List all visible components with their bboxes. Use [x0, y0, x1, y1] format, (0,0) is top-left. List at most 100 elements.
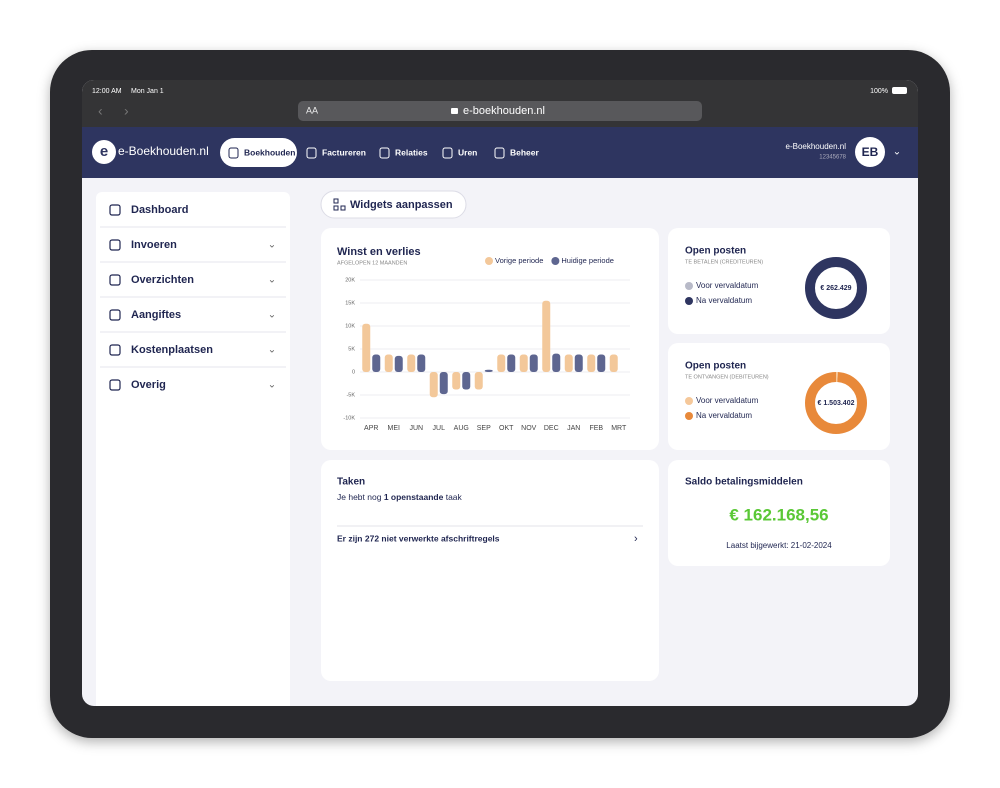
y-tick-label: -5K [346, 392, 355, 398]
nav-item[interactable]: Factureren [322, 147, 366, 157]
widgets-button-label: Widgets aanpassen [350, 199, 453, 211]
bar [474, 372, 483, 390]
legend-swatch [685, 282, 693, 290]
widgets-icon [333, 205, 339, 211]
y-tick-label: 15K [345, 300, 355, 306]
x-tick-label: FEB [589, 425, 603, 432]
y-tick-label: 20K [345, 277, 355, 283]
widgets-icon [340, 205, 346, 211]
avatar[interactable] [855, 137, 885, 167]
bar [519, 354, 528, 372]
nav-item[interactable]: Relaties [395, 147, 428, 157]
summary-text: taak [446, 492, 463, 502]
bar [394, 355, 403, 372]
sidebar-icon [109, 344, 121, 356]
tasks-card [321, 460, 659, 681]
nav-item[interactable]: Beheer [510, 147, 540, 157]
sidebar-chevron: ⌄ [268, 380, 276, 391]
chart-subtitle: AFGELOPEN 12 MAANDEN [337, 260, 407, 266]
nav-item[interactable]: Boekhouden [244, 147, 295, 157]
nav-icon [228, 147, 239, 159]
donut-card [668, 228, 890, 334]
active-nav-pill[interactable] [220, 138, 297, 167]
battery-icon [892, 87, 907, 94]
legend-label: Na vervaldatum [696, 296, 752, 305]
donut-title: Open posten [685, 246, 746, 257]
sidebar-item[interactable]: Overig [131, 379, 166, 391]
x-tick-label: APR [364, 425, 378, 432]
sidebar-icon [109, 239, 121, 251]
nav-item[interactable]: Uren [458, 147, 477, 157]
legend-swatch [551, 257, 560, 265]
sidebar-item[interactable]: Dashboard [131, 204, 188, 216]
x-tick-label: DEC [544, 425, 559, 432]
donut-segment [805, 372, 867, 434]
legend-swatch [485, 257, 493, 265]
nav-icon [442, 147, 453, 159]
legend-label: Na vervaldatum [696, 411, 752, 420]
x-tick-label: OKT [499, 425, 514, 432]
sidebar-chevron: ⌄ [268, 275, 276, 286]
url: e-boekhouden.nl [463, 105, 545, 117]
sidebar-icon [109, 309, 121, 321]
address-bar[interactable] [298, 101, 702, 121]
widgets-icon [333, 198, 339, 204]
bar [429, 372, 438, 398]
legend-label: Voor vervaldatum [696, 396, 759, 405]
bar [362, 323, 371, 372]
sidebar-item[interactable]: Kostenplaatsen [131, 344, 213, 356]
tasks-summary: Je hebt nog 1 openstaande taak [337, 492, 463, 502]
account-menu-chevron[interactable]: ⌄ [893, 147, 901, 158]
sidebar [96, 192, 290, 706]
task-link-chevron[interactable]: › [634, 533, 638, 545]
balance-updated: Laatst bijgewerkt: 21-02-2024 [726, 541, 832, 550]
y-tick-label: 10K [345, 323, 355, 329]
bar [564, 354, 573, 372]
legend-swatch [685, 412, 693, 420]
nav-icon [379, 147, 390, 159]
logo-text[interactable]: e-Boekhouden.nl [118, 144, 209, 158]
x-tick-label: JAN [567, 425, 580, 432]
x-tick-label: MEI [388, 425, 401, 432]
x-tick-label: JUL [433, 425, 446, 432]
sidebar-chevron: ⌄ [268, 310, 276, 321]
bar [597, 354, 606, 372]
tasks-title: Taken [337, 477, 365, 488]
y-tick-label: -10K [343, 415, 355, 421]
bar [462, 372, 471, 390]
sidebar-item[interactable]: Aangiftes [131, 309, 181, 321]
battery-level: 100% [870, 88, 888, 95]
chart-card [321, 228, 659, 450]
x-tick-label: JUN [409, 425, 423, 432]
bar [452, 372, 461, 390]
forward-button[interactable]: › [124, 103, 129, 119]
sidebar-item[interactable]: Invoeren [131, 239, 177, 251]
bar [574, 354, 583, 372]
lock-icon [451, 108, 458, 114]
x-tick-label: MRT [611, 425, 627, 432]
text-size-button[interactable]: AA [306, 105, 318, 115]
task-link[interactable]: Er zijn 272 niet verwerkte afschriftrege… [337, 533, 500, 543]
donut-center-label: € 1.503.402 [818, 400, 855, 407]
donut-subtitle: TE BETALEN (CREDITEUREN) [685, 259, 763, 265]
back-button[interactable]: ‹ [98, 103, 103, 119]
balance-card [668, 460, 890, 566]
bar [542, 300, 551, 372]
bar [439, 372, 448, 395]
sidebar-item[interactable]: Overzichten [131, 274, 194, 286]
bar [529, 354, 538, 372]
account-name: e-Boekhouden.nl [786, 142, 847, 151]
bar [407, 354, 416, 372]
legend-label: Voor vervaldatum [696, 281, 759, 290]
x-tick-label: SEP [477, 425, 491, 432]
widgets-button[interactable] [320, 190, 467, 219]
bar [552, 353, 561, 372]
nav-icon [306, 147, 317, 159]
summary-text: Je hebt nog [337, 492, 382, 502]
nav-icon [494, 147, 505, 159]
account-number: 12345678 [819, 155, 846, 161]
legend-swatch [685, 297, 693, 305]
bar [507, 354, 516, 372]
